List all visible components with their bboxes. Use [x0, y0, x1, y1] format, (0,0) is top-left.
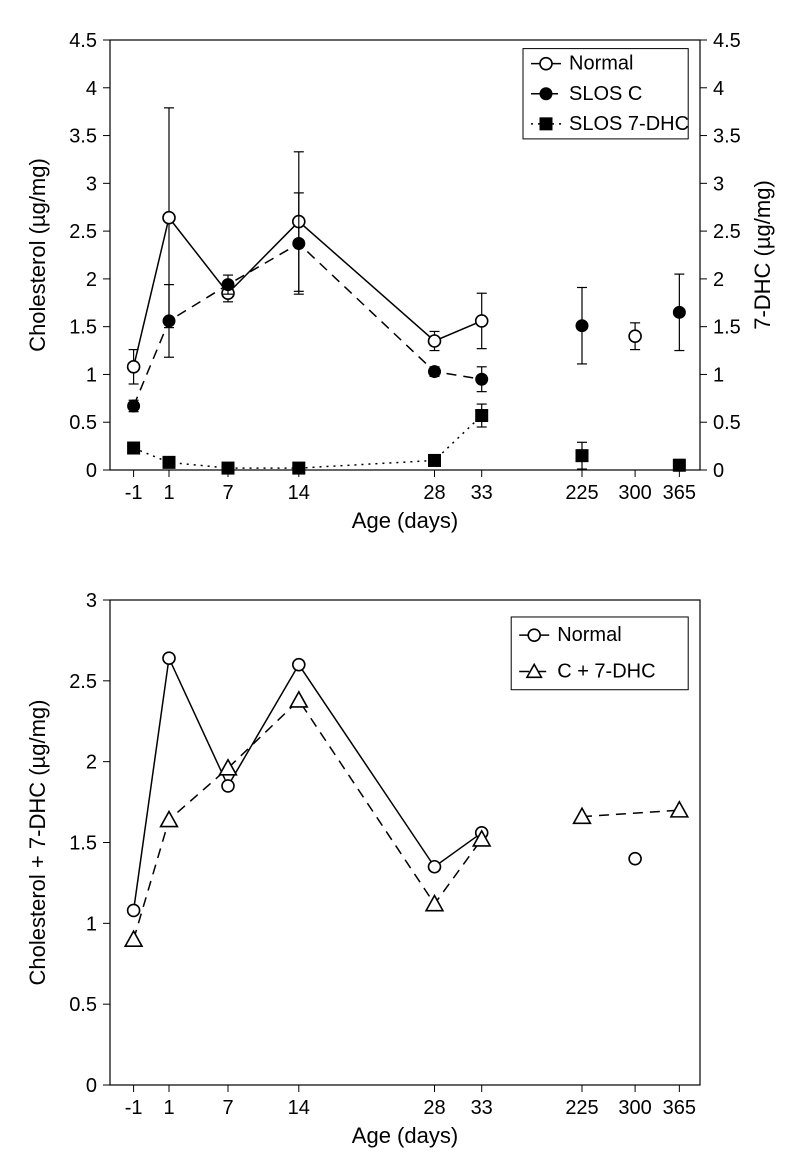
svg-text:2.5: 2.5	[713, 221, 741, 243]
charts-svg: 0 0.5 1 1.5 2 2.5 3 3.5 4 4.5 Cholesterol (µg/mg) 0…	[0, 0, 800, 1158]
svg-text:2: 2	[86, 269, 97, 291]
svg-text:2: 2	[86, 752, 97, 774]
svg-text:3: 3	[86, 173, 97, 195]
svg-text:1: 1	[163, 482, 174, 504]
svg-text:225: 225	[565, 482, 598, 504]
svg-text:SLOS C: SLOS C	[569, 83, 642, 105]
svg-text:1: 1	[163, 1097, 174, 1119]
svg-text:33: 33	[471, 1097, 493, 1119]
svg-text:300: 300	[618, 1097, 651, 1119]
svg-text:33: 33	[471, 482, 493, 504]
svg-text:Normal: Normal	[569, 53, 633, 75]
svg-text:7: 7	[222, 482, 233, 504]
svg-text:2: 2	[713, 269, 724, 291]
svg-text:2.5: 2.5	[69, 671, 97, 693]
svg-text:4: 4	[713, 78, 724, 100]
svg-text:7-DHC (µg/mg): 7-DHC (µg/mg)	[750, 180, 775, 330]
svg-text:-1: -1	[125, 1097, 143, 1119]
svg-text:0.5: 0.5	[69, 412, 97, 434]
svg-text:Age (days): Age (days)	[352, 508, 458, 533]
svg-text:4: 4	[86, 78, 97, 100]
svg-text:SLOS 7-DHC: SLOS 7-DHC	[569, 113, 689, 135]
svg-text:1: 1	[86, 913, 97, 935]
svg-text:1.5: 1.5	[69, 833, 97, 855]
svg-text:365: 365	[663, 1097, 696, 1119]
svg-text:0: 0	[86, 460, 97, 482]
svg-text:225: 225	[565, 1097, 598, 1119]
svg-text:0.5: 0.5	[69, 994, 97, 1016]
svg-text:7: 7	[222, 1097, 233, 1119]
svg-text:Normal: Normal	[557, 624, 621, 646]
svg-text:Cholesterol + 7-DHC (µg/mg): Cholesterol + 7-DHC (µg/mg)	[25, 700, 50, 986]
svg-text:28: 28	[423, 482, 445, 504]
svg-text:3: 3	[713, 173, 724, 195]
svg-text:1: 1	[713, 364, 724, 386]
svg-text:4.5: 4.5	[69, 30, 97, 52]
svg-text:C + 7-DHC: C + 7-DHC	[557, 661, 655, 683]
svg-text:3.5: 3.5	[69, 126, 97, 148]
svg-text:2.5: 2.5	[69, 221, 97, 243]
svg-text:Age (days): Age (days)	[352, 1123, 458, 1148]
svg-text:0: 0	[713, 460, 724, 482]
svg-text:-1: -1	[125, 482, 143, 504]
svg-text:4.5: 4.5	[713, 30, 741, 52]
svg-text:Cholesterol (µg/mg): Cholesterol (µg/mg)	[25, 158, 50, 352]
svg-text:14: 14	[288, 482, 310, 504]
svg-text:14: 14	[288, 1097, 310, 1119]
svg-text:1.5: 1.5	[69, 317, 97, 339]
svg-text:1: 1	[86, 364, 97, 386]
svg-text:3.5: 3.5	[713, 126, 741, 148]
svg-text:28: 28	[423, 1097, 445, 1119]
svg-text:0.5: 0.5	[713, 412, 741, 434]
svg-text:1.5: 1.5	[713, 317, 741, 339]
svg-text:3: 3	[86, 590, 97, 612]
svg-text:365: 365	[663, 482, 696, 504]
page: 0 0.5 1 1.5 2 2.5 3 3.5 4 4.5 Cholesterol (µg/mg) 0…	[0, 0, 800, 1158]
svg-text:0: 0	[86, 1075, 97, 1097]
svg-text:300: 300	[618, 482, 651, 504]
